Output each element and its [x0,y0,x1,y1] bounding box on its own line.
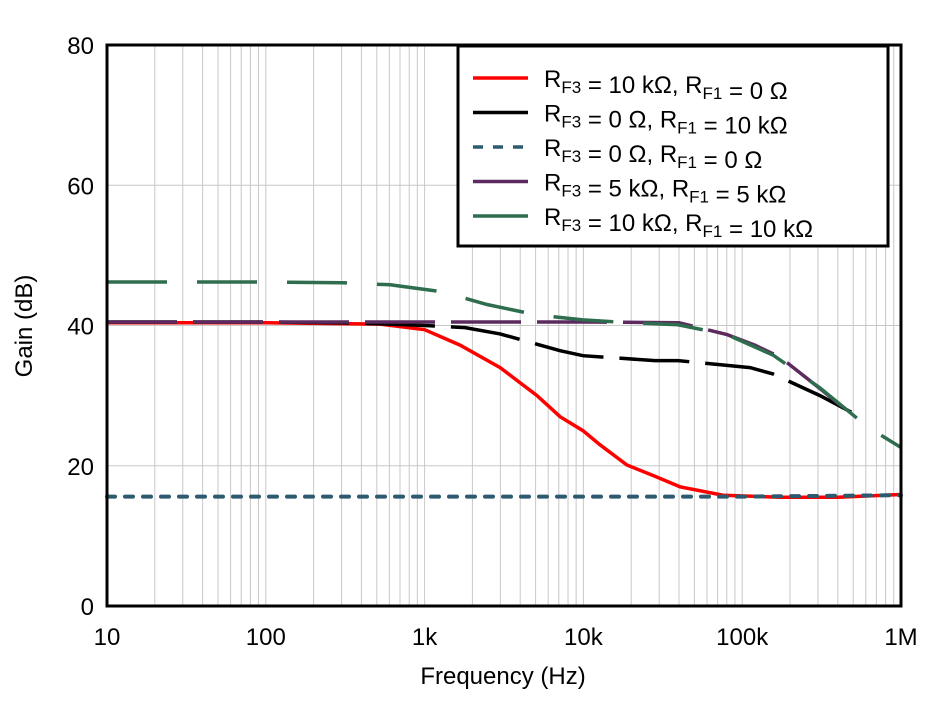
legend-entry: RF3 = 5 kΩ, RF1 = 5 kΩ [544,170,786,209]
legend-entry: RF3 = 10 kΩ, RF1 = 10 kΩ [544,204,813,243]
y-tick-label: 0 [81,594,94,621]
x-tick-labels: 10 100 1k 10k 100k 1M [94,624,918,651]
legend-entry: RF3 = 10 kΩ, RF1 = 0 Ω [544,66,788,105]
x-tick-label: 1k [412,624,438,651]
series-line [107,320,852,415]
series-lines [105,280,903,500]
y-tick-label: 60 [67,173,94,200]
series-line [107,280,902,449]
x-axis-label: Frequency (Hz) [420,663,585,690]
legend-box [456,44,890,248]
series-line [107,320,855,415]
x-tick-label: 10k [564,624,604,651]
x-tick-label: 100 [246,624,286,651]
y-tick-label: 20 [67,454,94,481]
legend-entry: RF3 = 0 Ω, RF1 = 0 Ω [544,135,762,174]
y-tick-label: 40 [67,314,94,341]
series-line [105,493,903,499]
y-tick-label: 80 [67,33,94,60]
x-tick-label: 100k [716,624,769,651]
y-axis-label: Gain (dB) [11,275,38,378]
legend-entry: RF3 = 0 Ω, RF1 = 10 kΩ [544,101,788,140]
x-tick-label: 10 [94,624,121,651]
series-line [107,320,902,500]
y-tick-labels: 0 20 40 60 80 [67,33,94,621]
x-tick-label: 1M [884,624,917,651]
